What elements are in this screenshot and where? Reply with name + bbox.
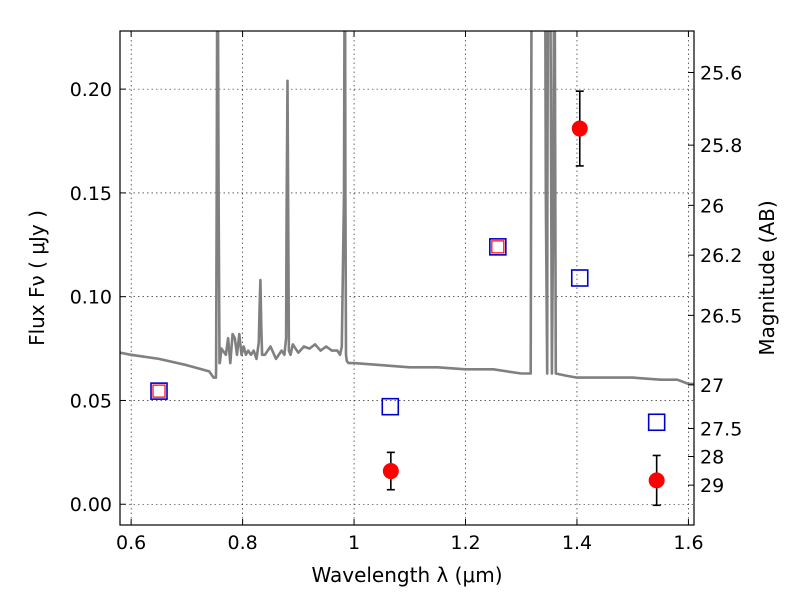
- y-tick-label: 0.20: [70, 79, 112, 101]
- model-flux-square: [381, 397, 400, 416]
- x-axis-label: Wavelength λ (μm): [311, 563, 502, 587]
- x-tick-label: 1.4: [562, 532, 592, 554]
- model-flux-square: [489, 238, 507, 256]
- right-tick-label: 27.5: [700, 418, 742, 440]
- model-flux-square: [570, 269, 589, 287]
- y-tick-label: 0.15: [70, 183, 112, 205]
- right-tick-label: 25.8: [700, 135, 742, 157]
- y-tick-label: 0.05: [70, 390, 112, 412]
- model-flux-square: [647, 413, 666, 432]
- model-flux-inner-square: [152, 384, 166, 398]
- x-tick-label: 0.6: [116, 532, 146, 554]
- x-tick-label: 1.6: [673, 532, 703, 554]
- model-flux-square: [150, 382, 168, 400]
- plot-frame: [119, 30, 695, 526]
- axis-ticks: 0.6 0.8 1 1.2 1.4 1.6 0.00 0.05 0.10 0.15 0.20 25.6…: [70, 31, 742, 554]
- plot-area: [120, 31, 694, 507]
- x-tick-label: 0.8: [227, 532, 257, 554]
- y-axis-right-label: Magnitude (AB): [755, 200, 779, 355]
- right-tick-label: 26.2: [700, 245, 742, 267]
- right-tick-label: 27: [700, 375, 724, 397]
- right-tick-label: 26: [700, 195, 724, 217]
- x-tick-label: 1.2: [450, 532, 480, 554]
- x-tick-label: 1: [348, 532, 360, 554]
- right-tick-label: 28: [700, 447, 724, 469]
- model-flux-inner-square: [491, 240, 505, 254]
- y-axis-label: Flux Fν ( μJy ): [25, 210, 49, 346]
- observed-flux-point: [571, 120, 588, 137]
- observed-flux-point: [648, 472, 665, 489]
- observed-flux-point: [382, 463, 399, 480]
- y-tick-label: 0.00: [70, 494, 112, 516]
- right-tick-label: 26.5: [700, 305, 742, 327]
- spectrum-line: [120, 31, 694, 386]
- right-tick-label: 29: [700, 475, 724, 497]
- right-tick-label: 25.6: [700, 63, 742, 85]
- grid: [120, 31, 694, 525]
- y-tick-label: 0.10: [70, 287, 112, 309]
